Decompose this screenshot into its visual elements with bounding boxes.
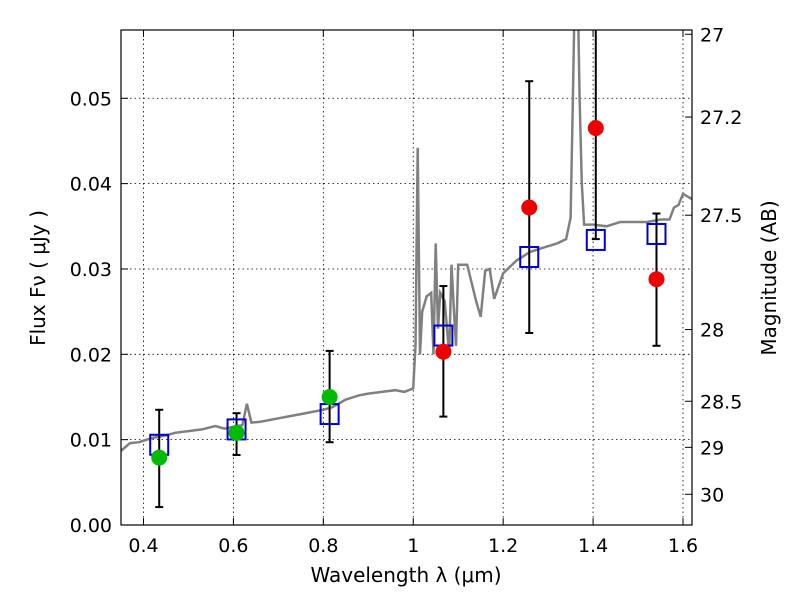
observed-markers <box>151 120 665 466</box>
right-tick-label: 27 <box>700 24 724 46</box>
right-axis-label: Magnitude (AB) <box>757 200 781 355</box>
plot-frame <box>120 29 693 526</box>
x-axis-label: Wavelength λ (μm) <box>310 563 501 587</box>
x-tick-label: 1.4 <box>578 535 608 557</box>
axis-ticks <box>121 30 692 526</box>
y-tick-label: 0.01 <box>70 430 112 452</box>
observed-point <box>648 271 665 288</box>
y-tick-label: 0.03 <box>70 259 112 281</box>
right-tick-label: 27.2 <box>700 107 742 129</box>
observed-point <box>321 388 338 405</box>
model-point <box>585 228 606 251</box>
observed-point <box>151 449 168 466</box>
model-point <box>646 222 667 245</box>
observed-point <box>587 120 604 137</box>
x-tick-label: 1 <box>407 535 419 557</box>
x-tick-label: 0.4 <box>128 535 158 557</box>
observed-point <box>521 199 538 216</box>
spectrum-line <box>121 30 692 452</box>
y-tick-label: 0.00 <box>70 515 112 537</box>
x-tick-label: 0.8 <box>308 535 338 557</box>
right-tick-label: 29 <box>700 437 724 459</box>
y-tick-label: 0.02 <box>70 344 112 366</box>
y-tick-label: 0.05 <box>70 88 112 110</box>
model-point <box>519 246 540 269</box>
right-tick-label: 30 <box>700 484 724 506</box>
x-tick-label: 0.6 <box>218 535 248 557</box>
x-tick-label: 1.6 <box>668 535 698 557</box>
model-markers <box>149 222 667 456</box>
observed-point <box>435 343 452 360</box>
right-tick-label: 28 <box>700 320 724 342</box>
grid-lines <box>121 30 692 526</box>
y-tick-label: 0.04 <box>70 174 112 196</box>
x-tick-label: 1.2 <box>488 535 518 557</box>
right-tick-label: 27.5 <box>700 205 742 227</box>
observed-point <box>228 424 245 441</box>
right-tick-label: 28.5 <box>700 391 742 413</box>
plot-area <box>121 30 692 509</box>
y-axis-label: Flux Fν ( μJy ) <box>26 210 50 346</box>
